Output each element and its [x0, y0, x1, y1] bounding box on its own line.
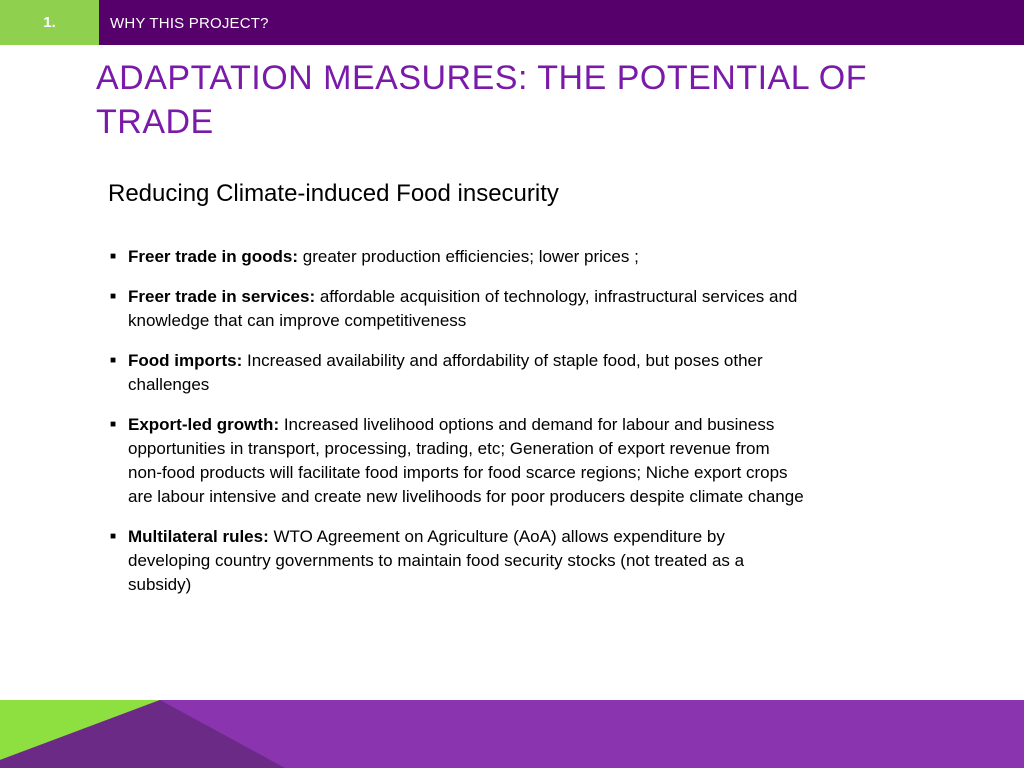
slide-title: ADAPTATION MEASURES: THE POTENTIAL OF TR… [96, 59, 868, 141]
square-bullet-icon: ■ [110, 291, 117, 302]
slide-subtitle: Reducing Climate-induced Food insecurity [108, 180, 559, 207]
bullet-text: WTO Agreement on Agriculture (AoA) allow… [128, 527, 745, 594]
bullet-label: Freer trade in services: [128, 287, 316, 306]
bullet-list: ■ Freer trade in goods: greater producti… [108, 245, 808, 613]
square-bullet-icon: ■ [110, 419, 117, 430]
bullet-item: ■ Food imports: Increased availability a… [108, 349, 808, 397]
footer-decoration [0, 700, 1024, 768]
footer-dark-wedge [0, 700, 285, 768]
bullet-item: ■ Freer trade in services: affordable ac… [108, 285, 808, 333]
square-bullet-icon: ■ [110, 251, 117, 262]
bullet-text: Increased livelihood options and demand … [128, 415, 804, 506]
bullet-label: Food imports: [128, 351, 243, 370]
section-title: WHY THIS PROJECT? [110, 15, 269, 32]
bullet-item: ■ Freer trade in goods: greater producti… [108, 245, 808, 269]
bullet-text: Increased availability and affordability… [128, 351, 763, 394]
bullet-label: Multilateral rules: [128, 527, 269, 546]
top-header-bar: 1. WHY THIS PROJECT? [0, 0, 1024, 45]
bullet-label: Export-led growth: [128, 415, 280, 434]
square-bullet-icon: ■ [110, 355, 117, 366]
square-bullet-icon: ■ [110, 531, 117, 542]
bullet-item: ■ Multilateral rules: WTO Agreement on A… [108, 525, 808, 597]
bullet-text: greater production efficiencies; lower p… [298, 247, 639, 266]
bullet-text: affordable acquisition of technology, in… [128, 287, 798, 330]
bullet-item: ■ Export-led growth: Increased livelihoo… [108, 413, 808, 509]
bullet-label: Freer trade in goods: [128, 247, 299, 266]
section-number: 1. [0, 0, 99, 45]
